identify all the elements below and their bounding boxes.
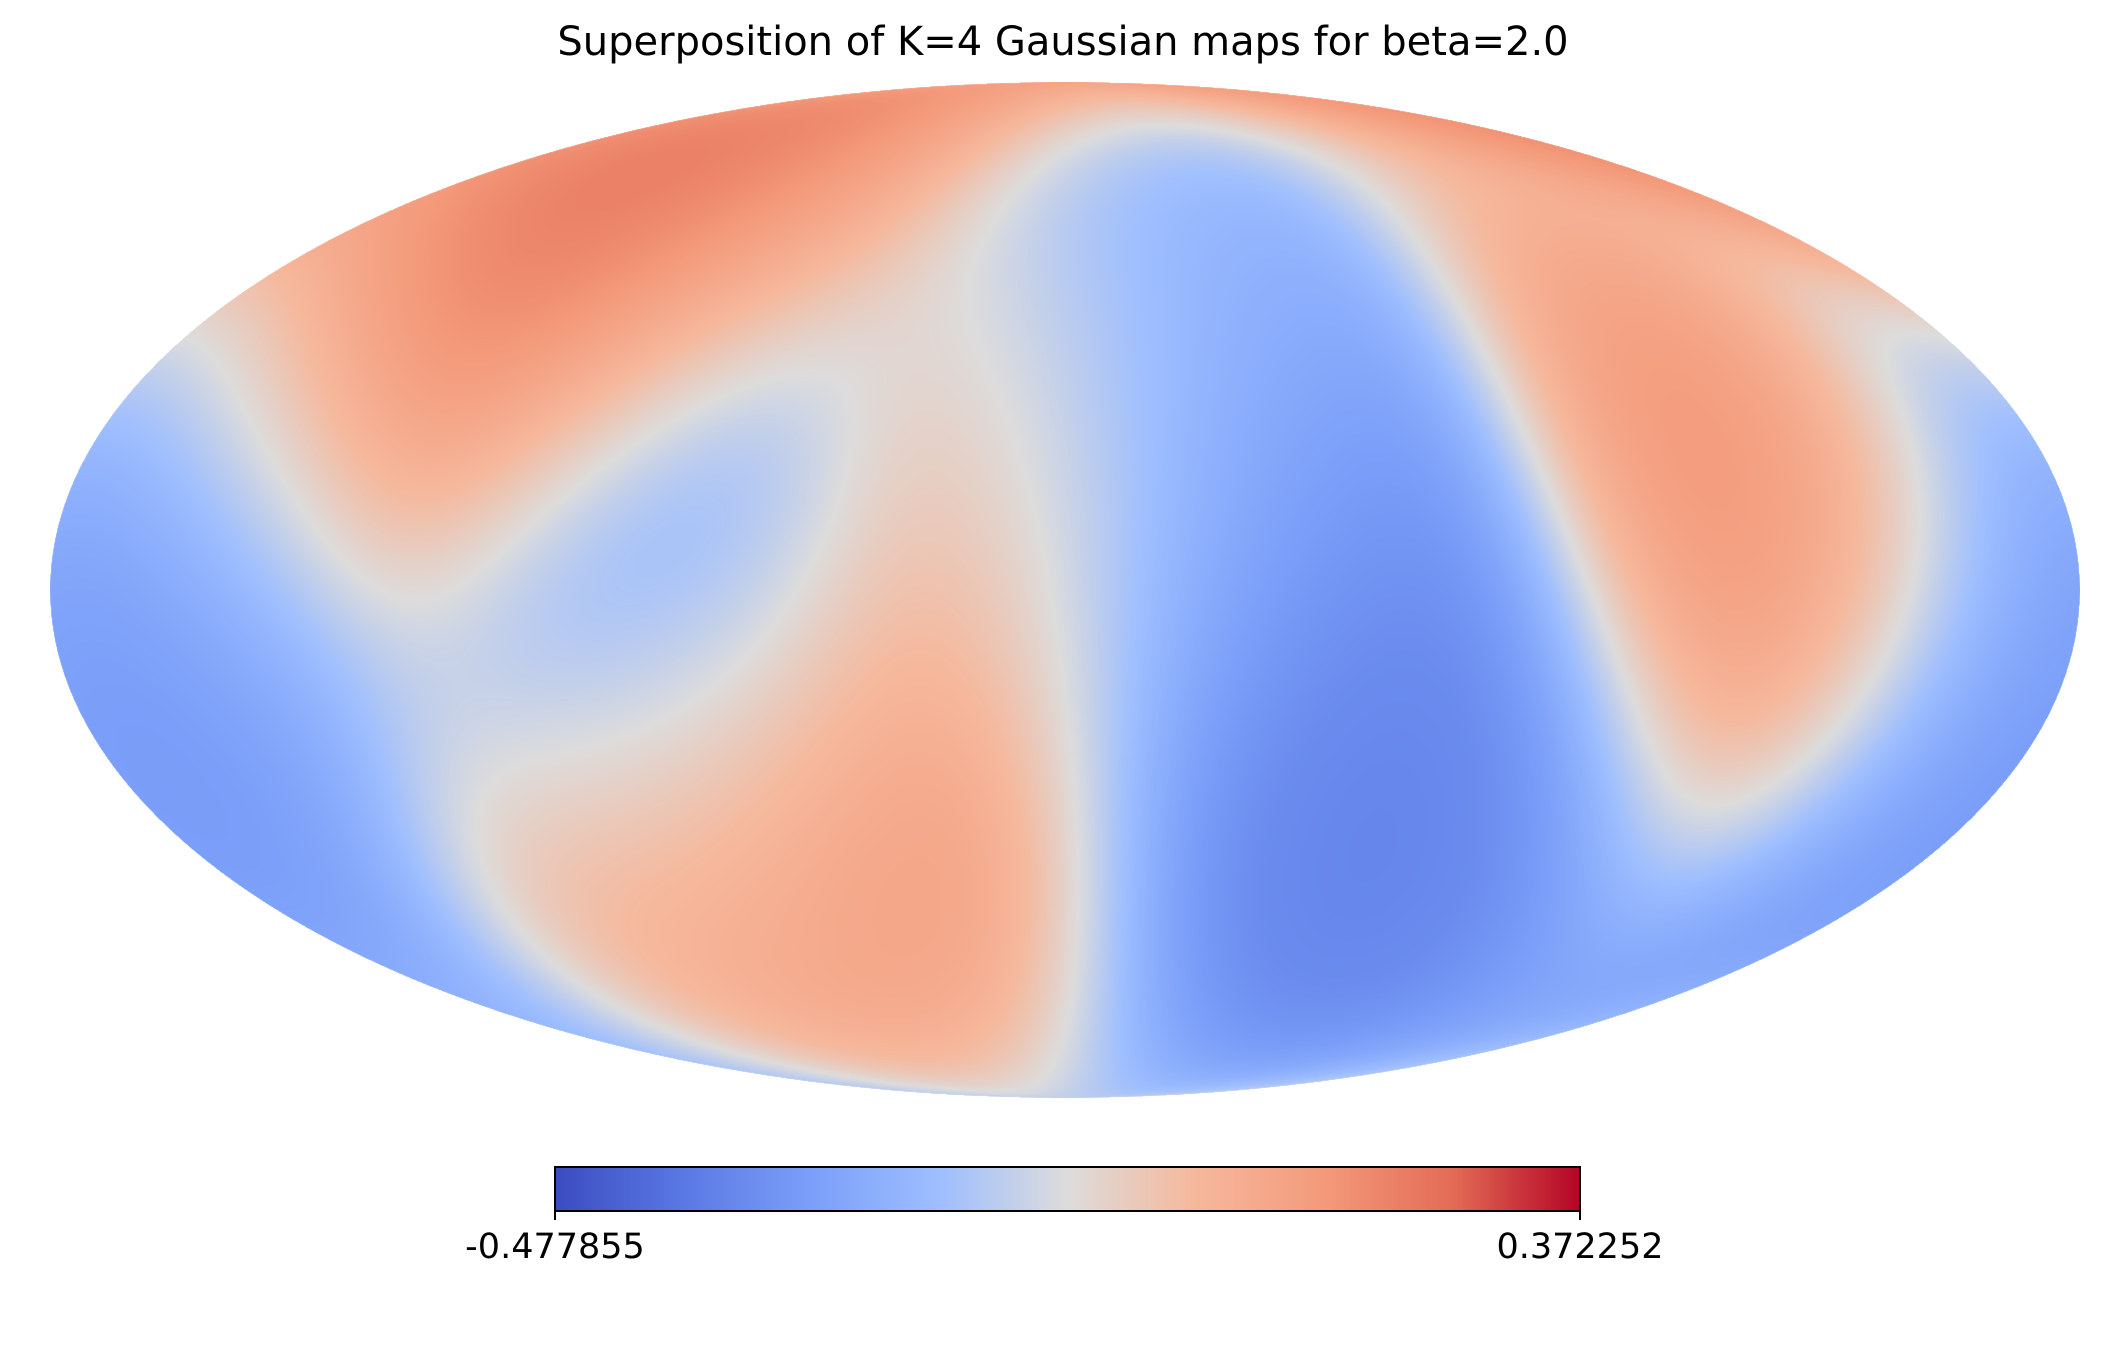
colorbar-gradient bbox=[554, 1166, 1581, 1212]
mollweide-heatmap bbox=[50, 82, 2080, 1098]
map-panel bbox=[50, 82, 2080, 1098]
chart-title: Superposition of K=4 Gaussian maps for b… bbox=[557, 19, 1568, 65]
colorbar-max-label: 0.372252 bbox=[1496, 1227, 1663, 1267]
colorbar-min-label: -0.477855 bbox=[465, 1227, 645, 1267]
